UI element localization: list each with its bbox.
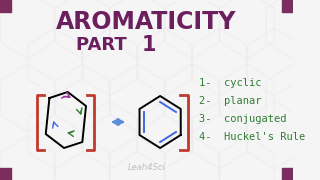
Bar [0,168,11,180]
Text: Leah4Sci: Leah4Sci [127,163,165,172]
Text: 2-  planar: 2- planar [199,96,262,106]
Bar [0,0,11,12]
Text: 4-  Huckel's Rule: 4- Huckel's Rule [199,132,306,142]
Bar [282,0,293,12]
Text: 3-  conjugated: 3- conjugated [199,114,287,124]
Text: 1-  cyclic: 1- cyclic [199,78,262,88]
Text: 1: 1 [142,35,156,55]
Text: PART: PART [76,36,133,54]
Bar [282,168,293,180]
Text: AROMATICITY: AROMATICITY [56,10,237,34]
